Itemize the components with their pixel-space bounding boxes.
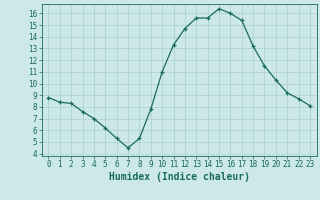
- X-axis label: Humidex (Indice chaleur): Humidex (Indice chaleur): [109, 172, 250, 182]
